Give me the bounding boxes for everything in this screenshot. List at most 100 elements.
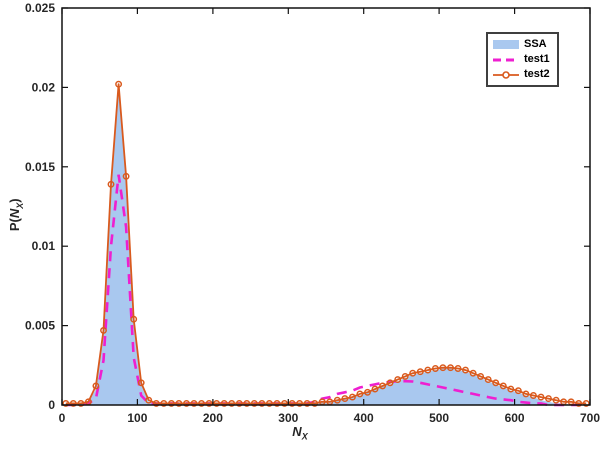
test2-marker (575, 399, 583, 407)
legend-item-test1: test1 (493, 53, 552, 66)
test2-marker (341, 395, 349, 403)
x-tick-label: 0 (59, 411, 66, 425)
test2-marker (492, 379, 500, 387)
test2-marker (303, 399, 311, 407)
test2-marker (484, 376, 492, 384)
test2-marker (175, 399, 183, 407)
test2-line-marker-swatch (493, 70, 519, 79)
test2-marker (198, 399, 205, 407)
test2-line (65, 83, 587, 405)
test2-marker (477, 372, 485, 380)
test2-marker (364, 388, 371, 396)
test2-marker (469, 369, 477, 377)
test2-marker (145, 396, 153, 404)
test2-marker (462, 366, 469, 374)
test2-marker (107, 180, 115, 188)
test2-marker (522, 390, 530, 398)
test1-dashed-line-swatch (493, 58, 519, 61)
test2-marker (371, 385, 379, 393)
legend-item-test2: test2 (493, 68, 552, 81)
test2-marker (205, 399, 213, 407)
test2-marker (220, 399, 228, 407)
test2-marker (416, 368, 424, 376)
legend-label-test1: test1 (524, 53, 550, 65)
legend: SSA test1 test2 (486, 32, 559, 87)
test2-marker (514, 387, 522, 395)
test2-marker (552, 396, 560, 404)
test2-marker (454, 365, 462, 372)
test2-marker (69, 399, 77, 407)
x-tick-label: 700 (580, 411, 600, 425)
y-axis-label-pre: P( (7, 218, 23, 232)
y-axis-label-subscript: X (14, 202, 25, 209)
test2-marker (273, 399, 281, 407)
test2-marker (77, 399, 85, 407)
test2-marker (499, 382, 507, 390)
test2-marker (122, 172, 130, 180)
test2-marker (167, 399, 175, 407)
x-tick-label: 400 (354, 411, 374, 425)
test2-marker (431, 365, 439, 372)
test2-marker (401, 372, 409, 380)
y-axis-label-post: ) (7, 198, 23, 203)
test2-marker (386, 379, 394, 387)
x-tick-label: 500 (429, 411, 449, 425)
y-tick-label: 0 (48, 398, 55, 412)
test2-marker (258, 399, 266, 407)
y-axis-label: P(NX) (7, 185, 25, 245)
legend-label-ssa: SSA (524, 38, 547, 50)
x-axis-label-symbol: N (292, 424, 302, 439)
y-tick-label: 0.005 (25, 319, 55, 333)
test2-marker (379, 382, 387, 390)
test2-marker (582, 399, 590, 407)
test2-marker (183, 399, 190, 407)
y-tick-label: 0.025 (25, 1, 55, 15)
ssa-area-swatch (493, 40, 519, 49)
ssa-area (65, 90, 587, 405)
legend-item-ssa: SSA (493, 38, 552, 51)
x-tick-label: 300 (278, 411, 298, 425)
y-tick-label: 0.015 (25, 160, 55, 174)
test2-marker (250, 399, 258, 407)
test2-marker (243, 399, 251, 407)
x-axis-label: NX (0, 424, 600, 442)
test2-marker (190, 399, 198, 407)
y-tick-label: 0.01 (32, 239, 56, 253)
y-axis-label-symbol: N (7, 208, 23, 219)
test2-marker (160, 399, 168, 407)
test2-marker (447, 364, 454, 372)
test2-marker (529, 392, 537, 399)
test2-marker (265, 399, 273, 407)
test2-marker (296, 399, 304, 407)
test2-marker (348, 393, 356, 401)
test2-marker (333, 396, 341, 404)
test2-marker (130, 315, 138, 323)
test2-marker (394, 376, 402, 384)
test2-marker (62, 399, 70, 407)
test2-marker (235, 399, 243, 407)
x-tick-label: 200 (203, 411, 223, 425)
test2-marker (507, 385, 515, 393)
test2-marker (137, 379, 145, 387)
test2-marker (288, 399, 296, 407)
test2-marker (356, 390, 364, 398)
test2-marker (311, 399, 319, 407)
test2-marker (92, 382, 100, 390)
test2-marker (409, 369, 417, 377)
test2-marker (424, 366, 432, 374)
legend-label-test2: test2 (524, 68, 550, 80)
test2-marker (100, 326, 107, 334)
test2-marker (537, 393, 545, 401)
test2-marker (439, 364, 447, 372)
x-axis-label-subscript: X (301, 431, 308, 442)
axes-box (61, 7, 591, 406)
x-tick-label: 100 (127, 411, 147, 425)
x-tick-label: 600 (505, 411, 525, 425)
test2-marker (281, 399, 288, 407)
test2-marker (213, 399, 221, 407)
test2-marker (115, 80, 123, 88)
test2-marker (545, 395, 552, 403)
test2-marker (152, 399, 160, 407)
